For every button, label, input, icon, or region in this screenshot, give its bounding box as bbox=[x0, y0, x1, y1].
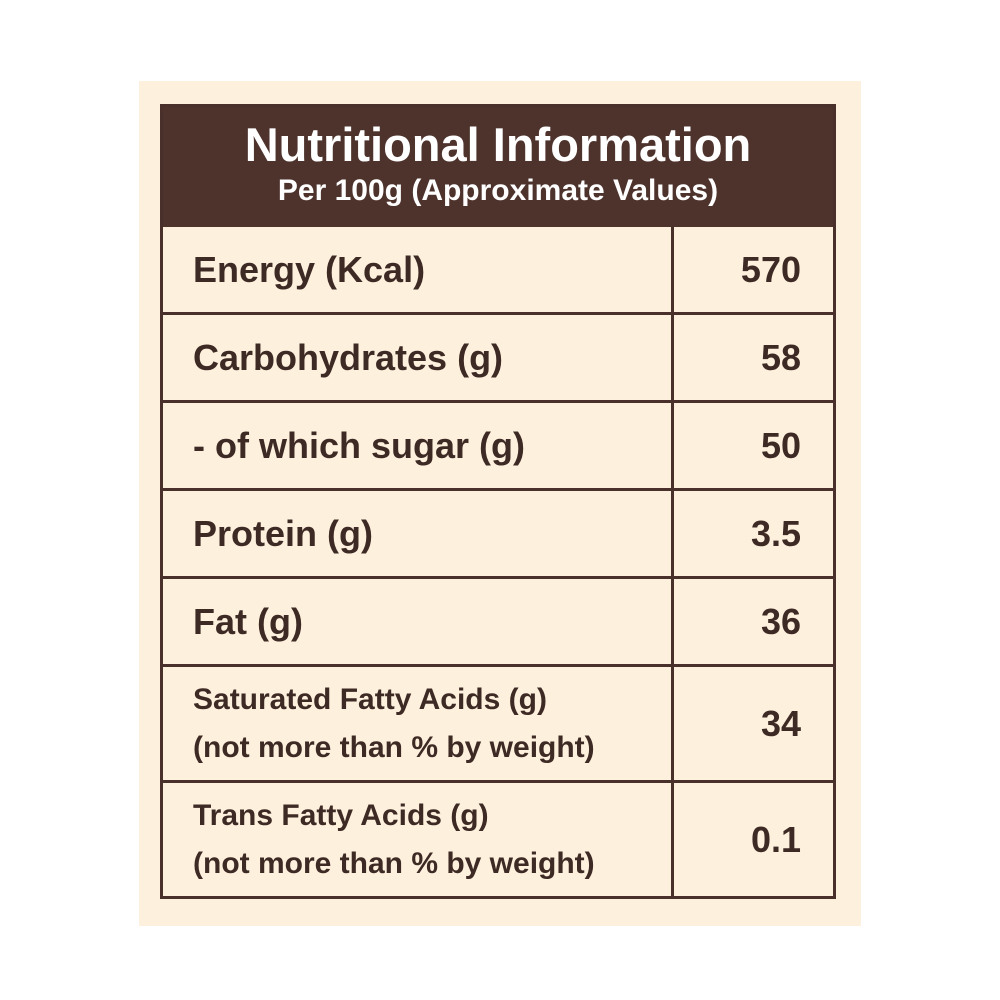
table-row: Trans Fatty Acids (g) (not more than % b… bbox=[163, 780, 833, 896]
nutrient-label: Energy (Kcal) bbox=[163, 227, 674, 312]
nutrient-value: 0.1 bbox=[750, 818, 801, 860]
nutrient-label: Carbohydrates (g) bbox=[163, 315, 674, 400]
nutrient-sublabel: (not more than % by weight) bbox=[193, 846, 595, 880]
nutrient-value: 3.5 bbox=[750, 512, 801, 554]
table-row: Energy (Kcal) 570 bbox=[163, 227, 833, 312]
table-subtitle: Per 100g (Approximate Values) bbox=[277, 174, 719, 207]
nutrient-value: 570 bbox=[740, 248, 801, 290]
nutrient-value: 34 bbox=[760, 702, 801, 744]
nutrient-sublabel: (not more than % by weight) bbox=[193, 730, 595, 764]
nutrient-label: Protein (g) bbox=[163, 491, 674, 576]
nutrient-label-group: Trans Fatty Acids (g) (not more than % b… bbox=[163, 783, 674, 896]
table-title: Nutritional Information bbox=[244, 118, 752, 171]
nutrition-table: Nutritional Information Per 100g (Approx… bbox=[160, 104, 836, 899]
nutrient-label: Fat (g) bbox=[163, 579, 674, 664]
nutrient-value: 50 bbox=[760, 424, 801, 466]
nutrient-label-group: Saturated Fatty Acids (g) (not more than… bbox=[163, 667, 674, 780]
table-row: Saturated Fatty Acids (g) (not more than… bbox=[163, 664, 833, 780]
table-header: Nutritional Information Per 100g (Approx… bbox=[163, 107, 833, 227]
table-row: - of which sugar (g) 50 bbox=[163, 400, 833, 488]
table-row: Carbohydrates (g) 58 bbox=[163, 312, 833, 400]
nutrient-label: Saturated Fatty Acids (g) bbox=[193, 682, 547, 716]
nutrient-label: - of which sugar (g) bbox=[163, 403, 674, 488]
table-row: Protein (g) 3.5 bbox=[163, 488, 833, 576]
nutrient-value: 58 bbox=[760, 336, 801, 378]
nutrient-value: 36 bbox=[760, 600, 801, 642]
nutrient-label: Trans Fatty Acids (g) bbox=[193, 798, 489, 832]
table-row: Fat (g) 36 bbox=[163, 576, 833, 664]
